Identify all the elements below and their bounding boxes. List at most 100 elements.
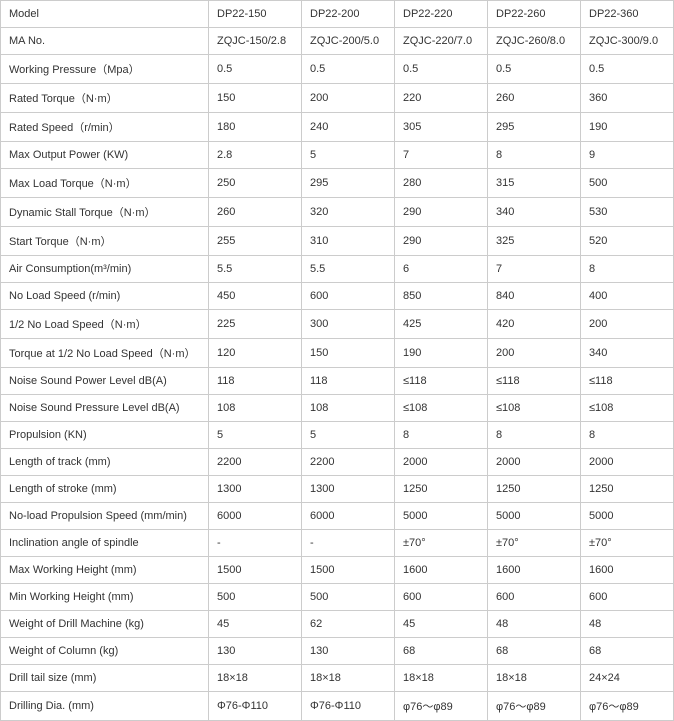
row-value: 200 [302, 84, 395, 113]
row-value: ≤118 [488, 368, 581, 395]
row-label: No-load Propulsion Speed (mm/min) [1, 503, 209, 530]
row-value: 0.5 [488, 55, 581, 84]
row-value: ≤108 [395, 395, 488, 422]
row-value: 6000 [209, 503, 302, 530]
row-value: 5.5 [302, 256, 395, 283]
row-value: 1250 [395, 476, 488, 503]
row-value: 1250 [581, 476, 674, 503]
table-row: Weight of Drill Machine (kg)4562454848 [1, 611, 674, 638]
row-value: 1500 [302, 557, 395, 584]
table-row: Start Torque（N·m）255310290325520 [1, 227, 674, 256]
spec-table-body: ModelDP22-150DP22-200DP22-220DP22-260DP2… [1, 1, 674, 721]
row-value: 8 [581, 422, 674, 449]
row-value: 7 [488, 256, 581, 283]
row-value: ZQJC-150/2.8 [209, 28, 302, 55]
row-value: 5000 [395, 503, 488, 530]
row-value: 7 [395, 142, 488, 169]
row-label: Air Consumption(m³/min) [1, 256, 209, 283]
row-value: 190 [395, 339, 488, 368]
row-value: 1250 [488, 476, 581, 503]
row-value: 9 [581, 142, 674, 169]
row-value: 18×18 [302, 665, 395, 692]
row-value: 5000 [488, 503, 581, 530]
row-value: 2000 [581, 449, 674, 476]
row-value: DP22-260 [488, 1, 581, 28]
row-value: 0.5 [395, 55, 488, 84]
row-value: 130 [209, 638, 302, 665]
row-value: ≤108 [488, 395, 581, 422]
row-value: 2200 [209, 449, 302, 476]
row-value: 420 [488, 310, 581, 339]
table-row: Propulsion (KN)55888 [1, 422, 674, 449]
row-label: Max Output Power (KW) [1, 142, 209, 169]
row-value: 340 [581, 339, 674, 368]
row-value: Φ76-Φ110 [209, 692, 302, 721]
row-value: 8 [488, 422, 581, 449]
table-row: Length of stroke (mm)1300130012501250125… [1, 476, 674, 503]
table-row: Weight of Column (kg)130130686868 [1, 638, 674, 665]
row-value: 8 [395, 422, 488, 449]
row-value: 118 [302, 368, 395, 395]
row-value: 68 [395, 638, 488, 665]
table-row: 1/2 No Load Speed（N·m）225300425420200 [1, 310, 674, 339]
row-value: ZQJC-260/8.0 [488, 28, 581, 55]
table-row: Min Working Height (mm)500500600600600 [1, 584, 674, 611]
row-value: - [302, 530, 395, 557]
row-label: Rated Speed（r/min） [1, 113, 209, 142]
row-value: 305 [395, 113, 488, 142]
row-value: 300 [302, 310, 395, 339]
table-row: Drill tail size (mm)18×1818×1818×1818×18… [1, 665, 674, 692]
row-value: 320 [302, 198, 395, 227]
row-label: Drill tail size (mm) [1, 665, 209, 692]
row-value: 150 [209, 84, 302, 113]
table-row: MA No.ZQJC-150/2.8ZQJC-200/5.0ZQJC-220/7… [1, 28, 674, 55]
row-value: 1500 [209, 557, 302, 584]
row-value: 8 [488, 142, 581, 169]
row-value: 18×18 [488, 665, 581, 692]
row-value: 45 [209, 611, 302, 638]
row-value: 325 [488, 227, 581, 256]
row-value: 120 [209, 339, 302, 368]
table-row: ModelDP22-150DP22-200DP22-220DP22-260DP2… [1, 1, 674, 28]
row-value: 24×24 [581, 665, 674, 692]
row-value: 68 [488, 638, 581, 665]
table-row: Air Consumption(m³/min)5.55.5678 [1, 256, 674, 283]
row-value: 850 [395, 283, 488, 310]
row-value: 5 [302, 422, 395, 449]
table-row: Noise Sound Pressure Level dB(A)108108≤1… [1, 395, 674, 422]
row-value: 18×18 [395, 665, 488, 692]
row-label: Noise Sound Pressure Level dB(A) [1, 395, 209, 422]
row-value: 0.5 [581, 55, 674, 84]
row-value: 6000 [302, 503, 395, 530]
row-value: 295 [488, 113, 581, 142]
row-label: Noise Sound Power Level dB(A) [1, 368, 209, 395]
row-label: Torque at 1/2 No Load Speed（N·m） [1, 339, 209, 368]
row-label: Max Working Height (mm) [1, 557, 209, 584]
table-row: Max Output Power (KW)2.85789 [1, 142, 674, 169]
row-label: Dynamic Stall Torque（N·m） [1, 198, 209, 227]
table-row: Rated Torque（N·m）150200220260360 [1, 84, 674, 113]
row-value: 108 [209, 395, 302, 422]
row-value: 62 [302, 611, 395, 638]
row-value: 180 [209, 113, 302, 142]
row-value: 600 [302, 283, 395, 310]
table-row: Rated Speed（r/min）180240305295190 [1, 113, 674, 142]
row-value: 600 [395, 584, 488, 611]
row-value: 500 [581, 169, 674, 198]
row-value: 250 [209, 169, 302, 198]
row-value: 840 [488, 283, 581, 310]
row-value: 600 [581, 584, 674, 611]
row-label: Start Torque（N·m） [1, 227, 209, 256]
row-value: ZQJC-300/9.0 [581, 28, 674, 55]
row-value: 0.5 [209, 55, 302, 84]
row-value: 360 [581, 84, 674, 113]
row-label: Rated Torque（N·m） [1, 84, 209, 113]
row-value: ZQJC-220/7.0 [395, 28, 488, 55]
row-value: 8 [581, 256, 674, 283]
row-value: 290 [395, 227, 488, 256]
row-label: Working Pressure（Mpa） [1, 55, 209, 84]
row-label: Min Working Height (mm) [1, 584, 209, 611]
row-value: 310 [302, 227, 395, 256]
row-value: 520 [581, 227, 674, 256]
row-value: Φ76-Φ110 [302, 692, 395, 721]
